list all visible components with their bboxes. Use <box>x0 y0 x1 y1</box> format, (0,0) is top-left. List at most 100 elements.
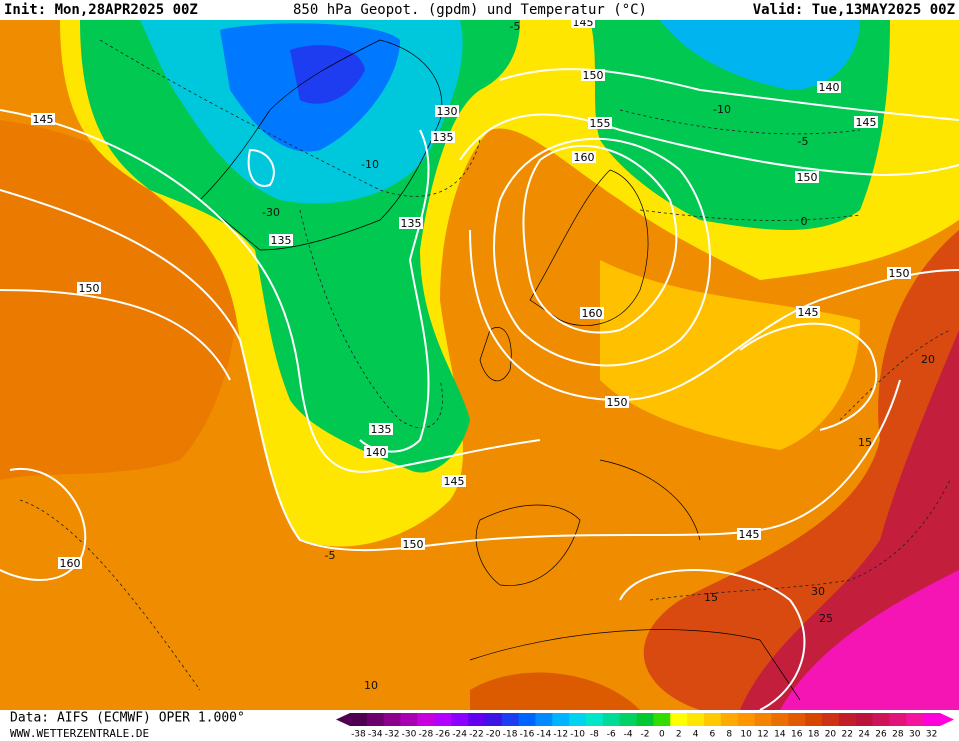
coastline-africa <box>469 629 801 701</box>
colorbar-swatch <box>586 713 604 726</box>
colorbar-label: -22 <box>469 730 484 740</box>
label-box <box>269 234 293 246</box>
colorbar-label: 14 <box>774 730 786 740</box>
label-box <box>58 557 82 569</box>
colorbar-label: 16 <box>791 730 803 740</box>
geopotential-label: 150 <box>79 282 100 295</box>
temperature-isoline <box>839 329 951 421</box>
temperature-label: 15 <box>704 591 718 604</box>
colorbar-swatch <box>535 713 553 726</box>
coastline-greenland <box>199 39 443 251</box>
colorbar-swatch <box>822 713 840 726</box>
geopotential-isoline <box>469 229 959 402</box>
label-box <box>364 446 388 458</box>
map-title: 850 hPa Geopot. (gpdm) und Temperatur (°… <box>293 2 647 18</box>
colorbar-label: 28 <box>892 730 904 740</box>
temperature-field <box>0 20 959 710</box>
colorbar-swatch <box>923 713 941 726</box>
colorbar-label: 32 <box>926 730 937 740</box>
temperature-isoline <box>619 109 861 135</box>
colorbar-label: 30 <box>909 730 921 740</box>
temperature-label: -5 <box>325 549 336 562</box>
header-bar <box>0 0 959 20</box>
colorbar-label: -14 <box>537 730 552 740</box>
colorbar-label: 4 <box>693 730 699 740</box>
geopotential-isoline <box>0 289 231 381</box>
label-box <box>581 69 605 81</box>
geopotential-label: 140 <box>366 446 387 459</box>
geopotential-label: 155 <box>590 117 611 130</box>
colorbar-swatch <box>484 713 503 726</box>
coastline-britain <box>479 327 512 382</box>
colorbar-swatch <box>855 713 874 726</box>
temperature-label: 10 <box>364 679 378 692</box>
colorbar-label: 20 <box>825 730 837 740</box>
geopotential-label: 150 <box>403 538 424 551</box>
temperature-isoline <box>649 479 951 601</box>
geopotential-label: 160 <box>582 307 603 320</box>
colorbar-label: 22 <box>842 730 853 740</box>
colorbar-swatch <box>501 713 520 726</box>
geopotential-label: 150 <box>889 267 910 280</box>
colorbar-swatch <box>906 713 924 726</box>
colorbar-label: -32 <box>385 730 400 740</box>
website: WWW.WETTERZENTRALE.DE <box>10 727 149 740</box>
label-box <box>817 81 841 93</box>
colorbar-swatch <box>417 713 435 726</box>
label-box <box>399 217 423 229</box>
colorbar-swatch <box>771 713 789 726</box>
colorbar-swatch <box>872 713 890 726</box>
geopotential-isoline <box>522 145 678 334</box>
valid-time: Valid: Tue,13MAY2025 00Z <box>753 2 955 18</box>
colorbar-label: 24 <box>858 730 870 740</box>
temperature-isolines <box>19 39 951 691</box>
coastline-italy <box>599 459 701 541</box>
geopotential-label: 145 <box>444 475 465 488</box>
field-magenta <box>780 570 959 710</box>
geopotential-label: 145 <box>739 528 760 541</box>
colorbar-swatch <box>754 713 772 726</box>
temperature-label: 0 <box>801 215 808 228</box>
geopotential-isoline <box>493 137 711 367</box>
geopotential-isoline <box>739 322 878 431</box>
colorbar-swatch <box>788 713 806 726</box>
temperature-label: 20 <box>921 353 935 366</box>
temperature-isoline <box>99 39 481 197</box>
colorbar-label: -6 <box>607 730 616 740</box>
colorbar-swatch <box>383 713 402 726</box>
colorbar-swatch <box>636 713 654 726</box>
colorbar-label: -16 <box>520 730 535 740</box>
field-red-south <box>470 672 640 710</box>
geopotential-label: 135 <box>401 217 422 230</box>
geopotential-label: 160 <box>60 557 81 570</box>
geopotential-label: 145 <box>798 306 819 319</box>
temperature-label: 25 <box>819 612 833 625</box>
geopotential-isolines <box>0 68 959 711</box>
temperature-isoline <box>19 499 201 691</box>
colorbar-swatch <box>569 713 587 726</box>
temperature-isoline <box>639 209 861 221</box>
geopotential-label: 150 <box>607 396 628 409</box>
coastline-iberia <box>475 504 581 586</box>
label-box <box>442 475 466 487</box>
colorbar-label: -34 <box>368 730 383 740</box>
temperature-label: 15 <box>858 436 872 449</box>
label-box <box>435 105 459 117</box>
colorbar-swatch <box>552 713 570 726</box>
contour-labels: 1451451501401451301351551601501351351501… <box>31 16 935 692</box>
colorbar-label: -10 <box>570 730 585 740</box>
colorbar-swatch <box>838 713 857 726</box>
coastline-scandinavia <box>529 169 649 326</box>
geopotential-isoline <box>247 148 275 187</box>
label-box <box>369 423 393 435</box>
geopotential-label: 135 <box>433 131 454 144</box>
label-box <box>796 306 820 318</box>
colorbar-label: 12 <box>757 730 768 740</box>
geopotential-label: 145 <box>856 116 877 129</box>
colorbar-arrow-right <box>940 713 954 726</box>
temperature-label: -30 <box>262 206 280 219</box>
colorbar-swatch <box>720 713 739 726</box>
label-box <box>77 282 101 294</box>
colorbar-swatch <box>366 713 385 726</box>
